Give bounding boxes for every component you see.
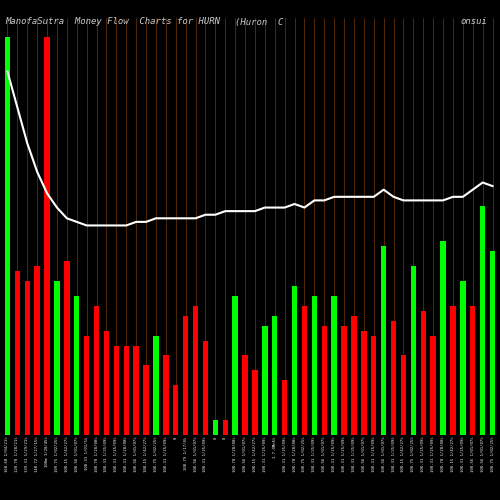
Bar xyxy=(202,340,208,435)
Bar xyxy=(490,251,496,435)
Bar xyxy=(262,326,268,435)
Bar xyxy=(252,370,258,435)
Bar xyxy=(222,420,228,435)
Bar xyxy=(44,38,50,435)
Bar xyxy=(371,336,376,435)
Text: onsui: onsui xyxy=(460,18,487,26)
Bar xyxy=(351,316,356,435)
Bar xyxy=(292,286,298,435)
Bar xyxy=(312,296,317,435)
Bar xyxy=(24,281,30,435)
Bar xyxy=(144,366,149,435)
Bar xyxy=(361,330,366,435)
Bar xyxy=(460,281,466,435)
Bar xyxy=(342,326,347,435)
Bar xyxy=(410,266,416,435)
Bar xyxy=(480,206,486,435)
Bar xyxy=(74,296,80,435)
Bar xyxy=(232,296,238,435)
Bar xyxy=(440,241,446,435)
Text: ManofaSutra  Money Flow  Charts for HURN: ManofaSutra Money Flow Charts for HURN xyxy=(5,18,220,26)
Bar xyxy=(430,336,436,435)
Bar xyxy=(34,266,40,435)
Bar xyxy=(54,281,60,435)
Bar xyxy=(14,271,20,435)
Bar xyxy=(183,316,188,435)
Bar xyxy=(94,306,100,435)
Bar xyxy=(64,261,70,435)
Bar xyxy=(173,386,178,435)
Bar xyxy=(193,306,198,435)
Bar xyxy=(84,336,89,435)
Bar xyxy=(212,420,218,435)
Bar xyxy=(332,296,337,435)
Bar xyxy=(153,336,158,435)
Bar xyxy=(391,320,396,435)
Bar xyxy=(282,380,288,435)
Bar xyxy=(302,306,307,435)
Bar xyxy=(400,356,406,435)
Bar xyxy=(272,316,278,435)
Bar xyxy=(242,356,248,435)
Bar xyxy=(163,356,168,435)
Bar xyxy=(322,326,327,435)
Bar xyxy=(470,306,476,435)
Bar xyxy=(124,346,129,435)
Bar xyxy=(381,246,386,435)
Bar xyxy=(4,38,10,435)
Bar xyxy=(420,310,426,435)
Bar xyxy=(104,330,109,435)
Bar xyxy=(114,346,119,435)
Bar xyxy=(134,346,139,435)
Text: (Huron  C: (Huron C xyxy=(235,18,284,26)
Bar xyxy=(450,306,456,435)
